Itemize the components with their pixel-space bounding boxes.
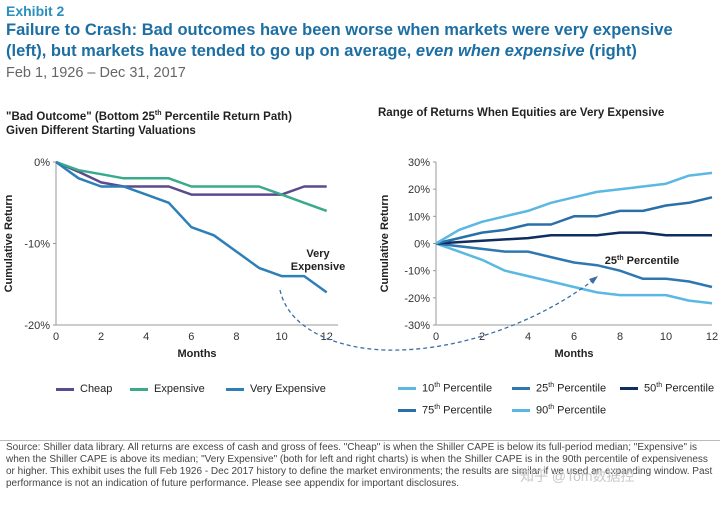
right-x-tick-label: 0 bbox=[433, 331, 439, 343]
left-x-tick-label: 8 bbox=[233, 331, 239, 343]
right-legend-swatch bbox=[512, 408, 530, 412]
right-y-tick-label: -30% bbox=[404, 320, 430, 332]
footnote: Source: Shiller data library. All return… bbox=[6, 442, 713, 489]
right-series-75th-percentile bbox=[435, 196, 713, 245]
right-legend-swatch bbox=[620, 386, 638, 390]
left-legend-item: Cheap bbox=[56, 383, 112, 395]
watermark: 知乎 @Tom数据控 bbox=[520, 468, 635, 484]
left-x-tick-label: 6 bbox=[188, 331, 194, 343]
right-annotation: 25th Percentile bbox=[605, 255, 680, 267]
date-range: Feb 1, 1926 – Dec 31, 2017 bbox=[6, 65, 186, 81]
right-legend-item: 25th Percentile bbox=[512, 382, 606, 395]
left-legend-item: Very Expensive bbox=[226, 383, 326, 395]
right-y-tick-label: 10% bbox=[408, 211, 430, 223]
left-legend-label: Expensive bbox=[154, 383, 205, 395]
right-y-tick-label: 0% bbox=[414, 239, 430, 251]
right-x-tick-label: 10 bbox=[660, 331, 672, 343]
right-series-10th-percentile bbox=[435, 242, 713, 305]
right-legend-label: 90th Percentile bbox=[536, 404, 607, 417]
footer-divider bbox=[0, 440, 720, 441]
left-annotation-line1: Very bbox=[306, 248, 330, 260]
left-x-tick-label: 2 bbox=[98, 331, 104, 343]
left-series-cheap bbox=[55, 160, 327, 196]
left-y-tick-label: -10% bbox=[24, 239, 50, 251]
right-x-tick-label: 12 bbox=[706, 331, 718, 343]
left-legend-swatch bbox=[56, 387, 74, 391]
right-legend-item: 10th Percentile bbox=[398, 382, 492, 395]
right-legend-label: 10th Percentile bbox=[422, 382, 493, 395]
right-x-tick-label: 4 bbox=[525, 331, 531, 343]
left-title-b: Percentile Return Path) bbox=[161, 110, 292, 123]
left-x-axis-label: Months bbox=[177, 348, 216, 360]
left-annotation-line2: Expensive bbox=[291, 261, 345, 273]
left-y-tick-label: 0% bbox=[34, 157, 50, 169]
right-legend-item: 90th Percentile bbox=[512, 404, 606, 417]
left-legend-label: Cheap bbox=[80, 383, 113, 395]
page-title: Failure to Crash: Bad outcomes have been… bbox=[6, 20, 716, 62]
right-legend-label: 75th Percentile bbox=[422, 404, 493, 417]
right-series-50th-percentile bbox=[435, 231, 712, 245]
left-y-tick-label: -20% bbox=[24, 320, 50, 332]
arrowhead-icon bbox=[589, 276, 598, 284]
right-series-90th-percentile bbox=[435, 171, 713, 245]
right-legend-label: 25th Percentile bbox=[536, 382, 607, 395]
right-chart: 30% 20% 10% 0% -10% -20% -30%0 2 4 6 8 10 12 Months Cu… bbox=[379, 157, 718, 360]
left-title-sup: th bbox=[154, 110, 162, 117]
right-legend-item: 50th Percentile bbox=[620, 382, 714, 395]
left-title-line2: Given Different Starting Valuations bbox=[6, 124, 196, 137]
title-part1: Failure to Crash: Bad outcomes have been… bbox=[6, 21, 673, 60]
right-legend-label: 50th Percentile bbox=[644, 382, 715, 395]
right-legend-swatch bbox=[512, 386, 530, 390]
right-x-axis-label: Months bbox=[554, 348, 593, 360]
right-legend-swatch bbox=[398, 386, 416, 390]
right-x-tick-label: 6 bbox=[571, 331, 577, 343]
title-italic: even when expensive bbox=[415, 42, 585, 60]
left-legend-swatch bbox=[130, 387, 148, 391]
left-y-axis-label: Cumulative Return bbox=[3, 194, 15, 292]
right-legend-item: 75th Percentile bbox=[398, 404, 492, 417]
right-y-tick-label: -10% bbox=[404, 266, 430, 278]
left-legend-item: Expensive bbox=[130, 383, 205, 395]
title-part2: (right) bbox=[584, 42, 637, 60]
right-x-tick-label: 2 bbox=[479, 331, 485, 343]
right-series-25th-percentile bbox=[435, 242, 713, 289]
right-chart-title: Range of Returns When Equities are Very … bbox=[378, 107, 665, 119]
left-title-a: "Bad Outcome" (Bottom 25 bbox=[6, 110, 155, 123]
right-x-tick-label: 8 bbox=[617, 331, 623, 343]
left-series-expensive bbox=[55, 160, 328, 213]
left-series-very-expensive bbox=[55, 160, 328, 294]
left-x-tick-label: 0 bbox=[53, 331, 59, 343]
left-x-tick-label: 4 bbox=[143, 331, 149, 343]
right-y-axis-label: Cumulative Return bbox=[379, 194, 391, 292]
connector-arrow bbox=[279, 277, 597, 351]
right-y-tick-label: 30% bbox=[408, 157, 430, 169]
right-legend-swatch bbox=[398, 408, 416, 412]
left-x-tick-label: 10 bbox=[275, 331, 287, 343]
left-legend-swatch bbox=[226, 387, 244, 391]
left-chart-title: "Bad Outcome" (Bottom 25th Percentile Re… bbox=[6, 107, 326, 138]
right-y-tick-label: 20% bbox=[408, 184, 430, 196]
left-legend-label: Very Expensive bbox=[250, 383, 326, 395]
exhibit-label: Exhibit 2 bbox=[6, 3, 65, 19]
right-y-tick-label: -20% bbox=[404, 293, 430, 305]
